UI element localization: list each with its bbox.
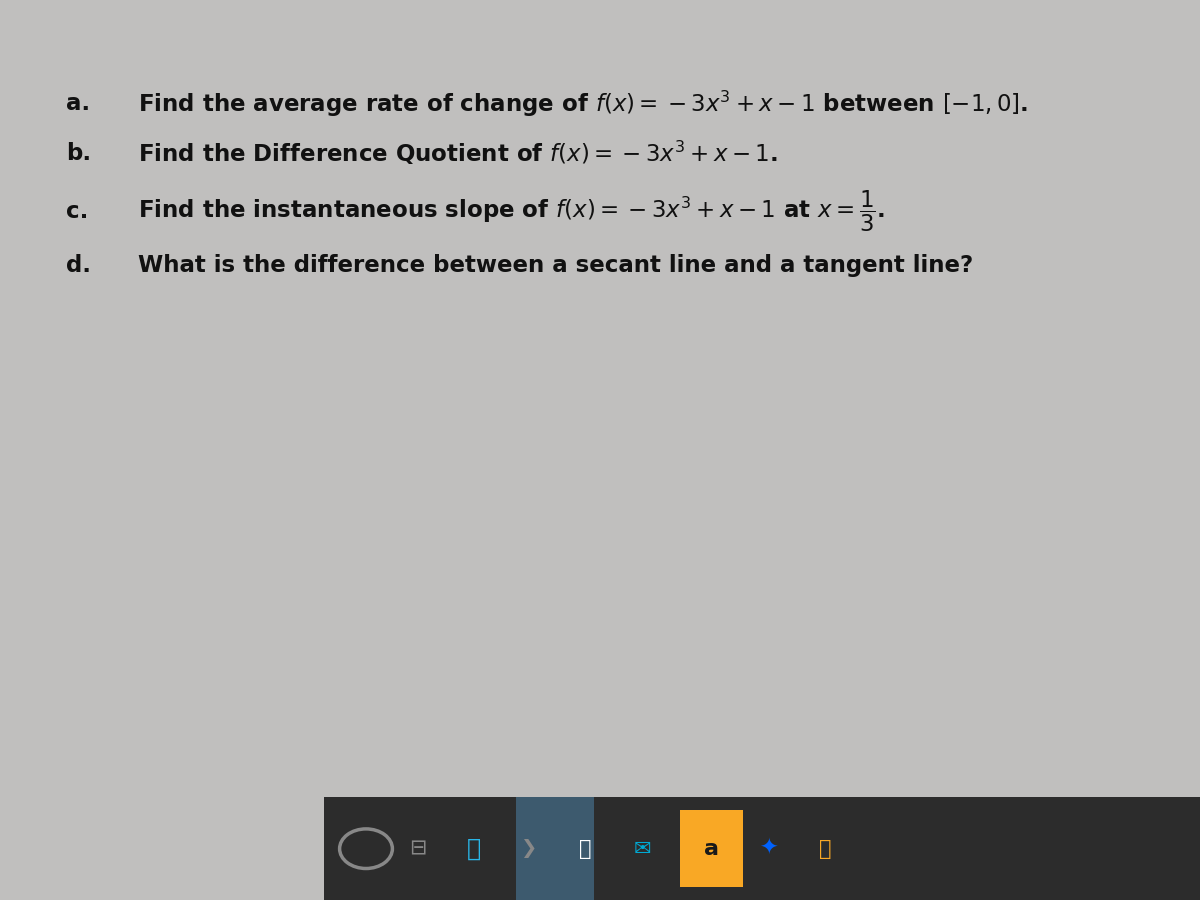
Text: ⊟: ⊟: [409, 839, 426, 859]
Text: Find the instantaneous slope of $f(x) = -3x^3 + x - 1$ at $x = \dfrac{1}{3}$.: Find the instantaneous slope of $f(x) = …: [138, 189, 886, 234]
Text: a.: a.: [66, 92, 90, 115]
Text: 🌐: 🌐: [467, 837, 481, 860]
Text: ✉: ✉: [634, 839, 650, 859]
Text: Find the average rate of change of $f(x) = -3x^3 + x - 1$ between $[-1, 0]$.: Find the average rate of change of $f(x)…: [138, 88, 1028, 119]
Text: b.: b.: [66, 141, 91, 165]
Text: Find the Difference Quotient of $f(x) = -3x^3 + x - 1$.: Find the Difference Quotient of $f(x) = …: [138, 139, 778, 167]
Text: a: a: [704, 839, 719, 859]
Text: c.: c.: [66, 200, 89, 223]
Text: 🛍: 🛍: [580, 839, 592, 859]
Text: ❯: ❯: [520, 839, 536, 859]
Text: What is the difference between a secant line and a tangent line?: What is the difference between a secant …: [138, 254, 973, 277]
Text: ✦: ✦: [758, 839, 778, 859]
Text: 📁: 📁: [820, 839, 832, 859]
Text: d.: d.: [66, 254, 91, 277]
